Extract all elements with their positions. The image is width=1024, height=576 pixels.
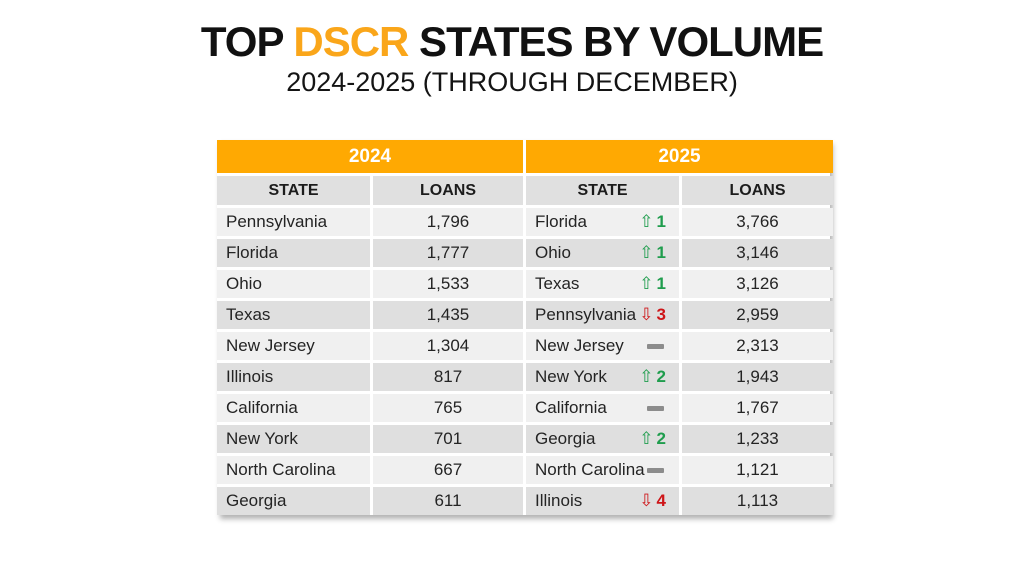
state-2025-label: New Jersey	[535, 336, 624, 355]
loans-2024-cell: 1,777	[373, 239, 523, 267]
rank-change-value: 2	[656, 367, 666, 386]
year-header-2024: 2024	[217, 140, 523, 173]
loans-2024-cell: 611	[373, 487, 523, 515]
volume-table: 2024 2025 STATE LOANS STATE LOANS Pennsy…	[217, 140, 833, 515]
loans-2024-cell: 1,435	[373, 301, 523, 329]
column-header-state-2024: STATE	[217, 176, 370, 205]
rank-change-indicator: ⇧ 1	[639, 212, 666, 232]
rank-change-indicator: ⇧ 2	[639, 367, 666, 387]
state-2024-cell: Ohio	[217, 270, 370, 298]
loans-2025-cell: 3,126	[682, 270, 833, 298]
state-2025-cell: North Carolina	[526, 456, 679, 484]
rank-change-value: 1	[656, 212, 666, 231]
state-2025-label: North Carolina	[535, 460, 645, 479]
volume-table-grid: 2024 2025 STATE LOANS STATE LOANS Pennsy…	[217, 140, 833, 515]
loans-2025-cell: 1,943	[682, 363, 833, 391]
year-header-2025: 2025	[526, 140, 833, 173]
rank-change-indicator: ⇩ 3	[639, 305, 666, 325]
page-title: TOP DSCR STATES BY VOLUME	[0, 0, 1024, 64]
no-change-dash-icon	[647, 405, 664, 411]
rank-up-arrow-icon: ⇧	[639, 273, 654, 294]
loans-2024-cell: 701	[373, 425, 523, 453]
state-2025-label: Pennsylvania	[535, 305, 637, 324]
state-2025-cell: Illinois ⇩ 4	[526, 487, 679, 515]
state-2025-cell: Texas ⇧ 1	[526, 270, 679, 298]
loans-2025-cell: 3,766	[682, 208, 833, 236]
loans-2024-cell: 1,533	[373, 270, 523, 298]
loans-2025-cell: 1,233	[682, 425, 833, 453]
loans-2024-cell: 817	[373, 363, 523, 391]
rank-change-value: 2	[656, 429, 666, 448]
loans-2025-cell: 3,146	[682, 239, 833, 267]
column-header-state-2025: STATE	[526, 176, 679, 205]
state-2025-cell: Ohio ⇧ 1	[526, 239, 679, 267]
state-2025-cell: Florida ⇧ 1	[526, 208, 679, 236]
loans-2025-cell: 1,121	[682, 456, 833, 484]
rank-change-value: 3	[656, 305, 666, 324]
loans-2025-cell: 1,113	[682, 487, 833, 515]
rank-down-arrow-icon: ⇩	[639, 490, 654, 511]
state-2024-cell: Illinois	[217, 363, 370, 391]
state-2025-cell: Georgia ⇧ 2	[526, 425, 679, 453]
state-2025-label: Georgia	[535, 429, 596, 448]
rank-change-indicator: ⇧ 1	[639, 243, 666, 263]
column-header-loans-2025: LOANS	[682, 176, 833, 205]
loans-2025-cell: 2,959	[682, 301, 833, 329]
state-2025-label: California	[535, 398, 607, 417]
rank-up-arrow-icon: ⇧	[639, 242, 654, 263]
state-2025-cell: Pennsylvania ⇩ 3	[526, 301, 679, 329]
loans-2025-cell: 1,767	[682, 394, 833, 422]
rank-up-arrow-icon: ⇧	[639, 428, 654, 449]
loans-2025-cell: 2,313	[682, 332, 833, 360]
state-2024-cell: Florida	[217, 239, 370, 267]
title-accent-dscr: DSCR	[293, 18, 409, 65]
state-2024-cell: California	[217, 394, 370, 422]
state-2025-cell: California	[526, 394, 679, 422]
rank-change-value: 4	[656, 491, 666, 510]
rank-down-arrow-icon: ⇩	[639, 304, 654, 325]
state-2025-label: Texas	[535, 274, 580, 293]
rank-change-indicator: ⇩ 4	[639, 491, 666, 511]
loans-2024-cell: 667	[373, 456, 523, 484]
column-header-loans-2024: LOANS	[373, 176, 523, 205]
loans-2024-cell: 1,796	[373, 208, 523, 236]
title-part-1: TOP	[200, 18, 294, 65]
state-2025-cell: New Jersey	[526, 332, 679, 360]
state-2024-cell: Georgia	[217, 487, 370, 515]
no-change-dash-icon	[647, 343, 664, 349]
rank-up-arrow-icon: ⇧	[639, 211, 654, 232]
page-subtitle: 2024-2025 (THROUGH DECEMBER)	[286, 67, 738, 98]
state-2024-cell: North Carolina	[217, 456, 370, 484]
state-2024-cell: New York	[217, 425, 370, 453]
rank-change-indicator: ⇧ 2	[639, 429, 666, 449]
state-2024-cell: New Jersey	[217, 332, 370, 360]
loans-2024-cell: 765	[373, 394, 523, 422]
rank-change-indicator: ⇧ 1	[639, 274, 666, 294]
title-part-2: STATES BY VOLUME	[408, 18, 824, 65]
no-change-dash-icon	[647, 467, 664, 473]
state-2025-label: Ohio	[535, 243, 571, 262]
state-2025-cell: New York ⇧ 2	[526, 363, 679, 391]
state-2025-label: Florida	[535, 212, 587, 231]
rank-change-value: 1	[656, 274, 666, 293]
state-2024-cell: Pennsylvania	[217, 208, 370, 236]
state-2024-cell: Texas	[217, 301, 370, 329]
rank-up-arrow-icon: ⇧	[639, 366, 654, 387]
state-2025-label: Illinois	[535, 491, 583, 510]
loans-2024-cell: 1,304	[373, 332, 523, 360]
state-2025-label: New York	[535, 367, 607, 386]
rank-change-value: 1	[656, 243, 666, 262]
